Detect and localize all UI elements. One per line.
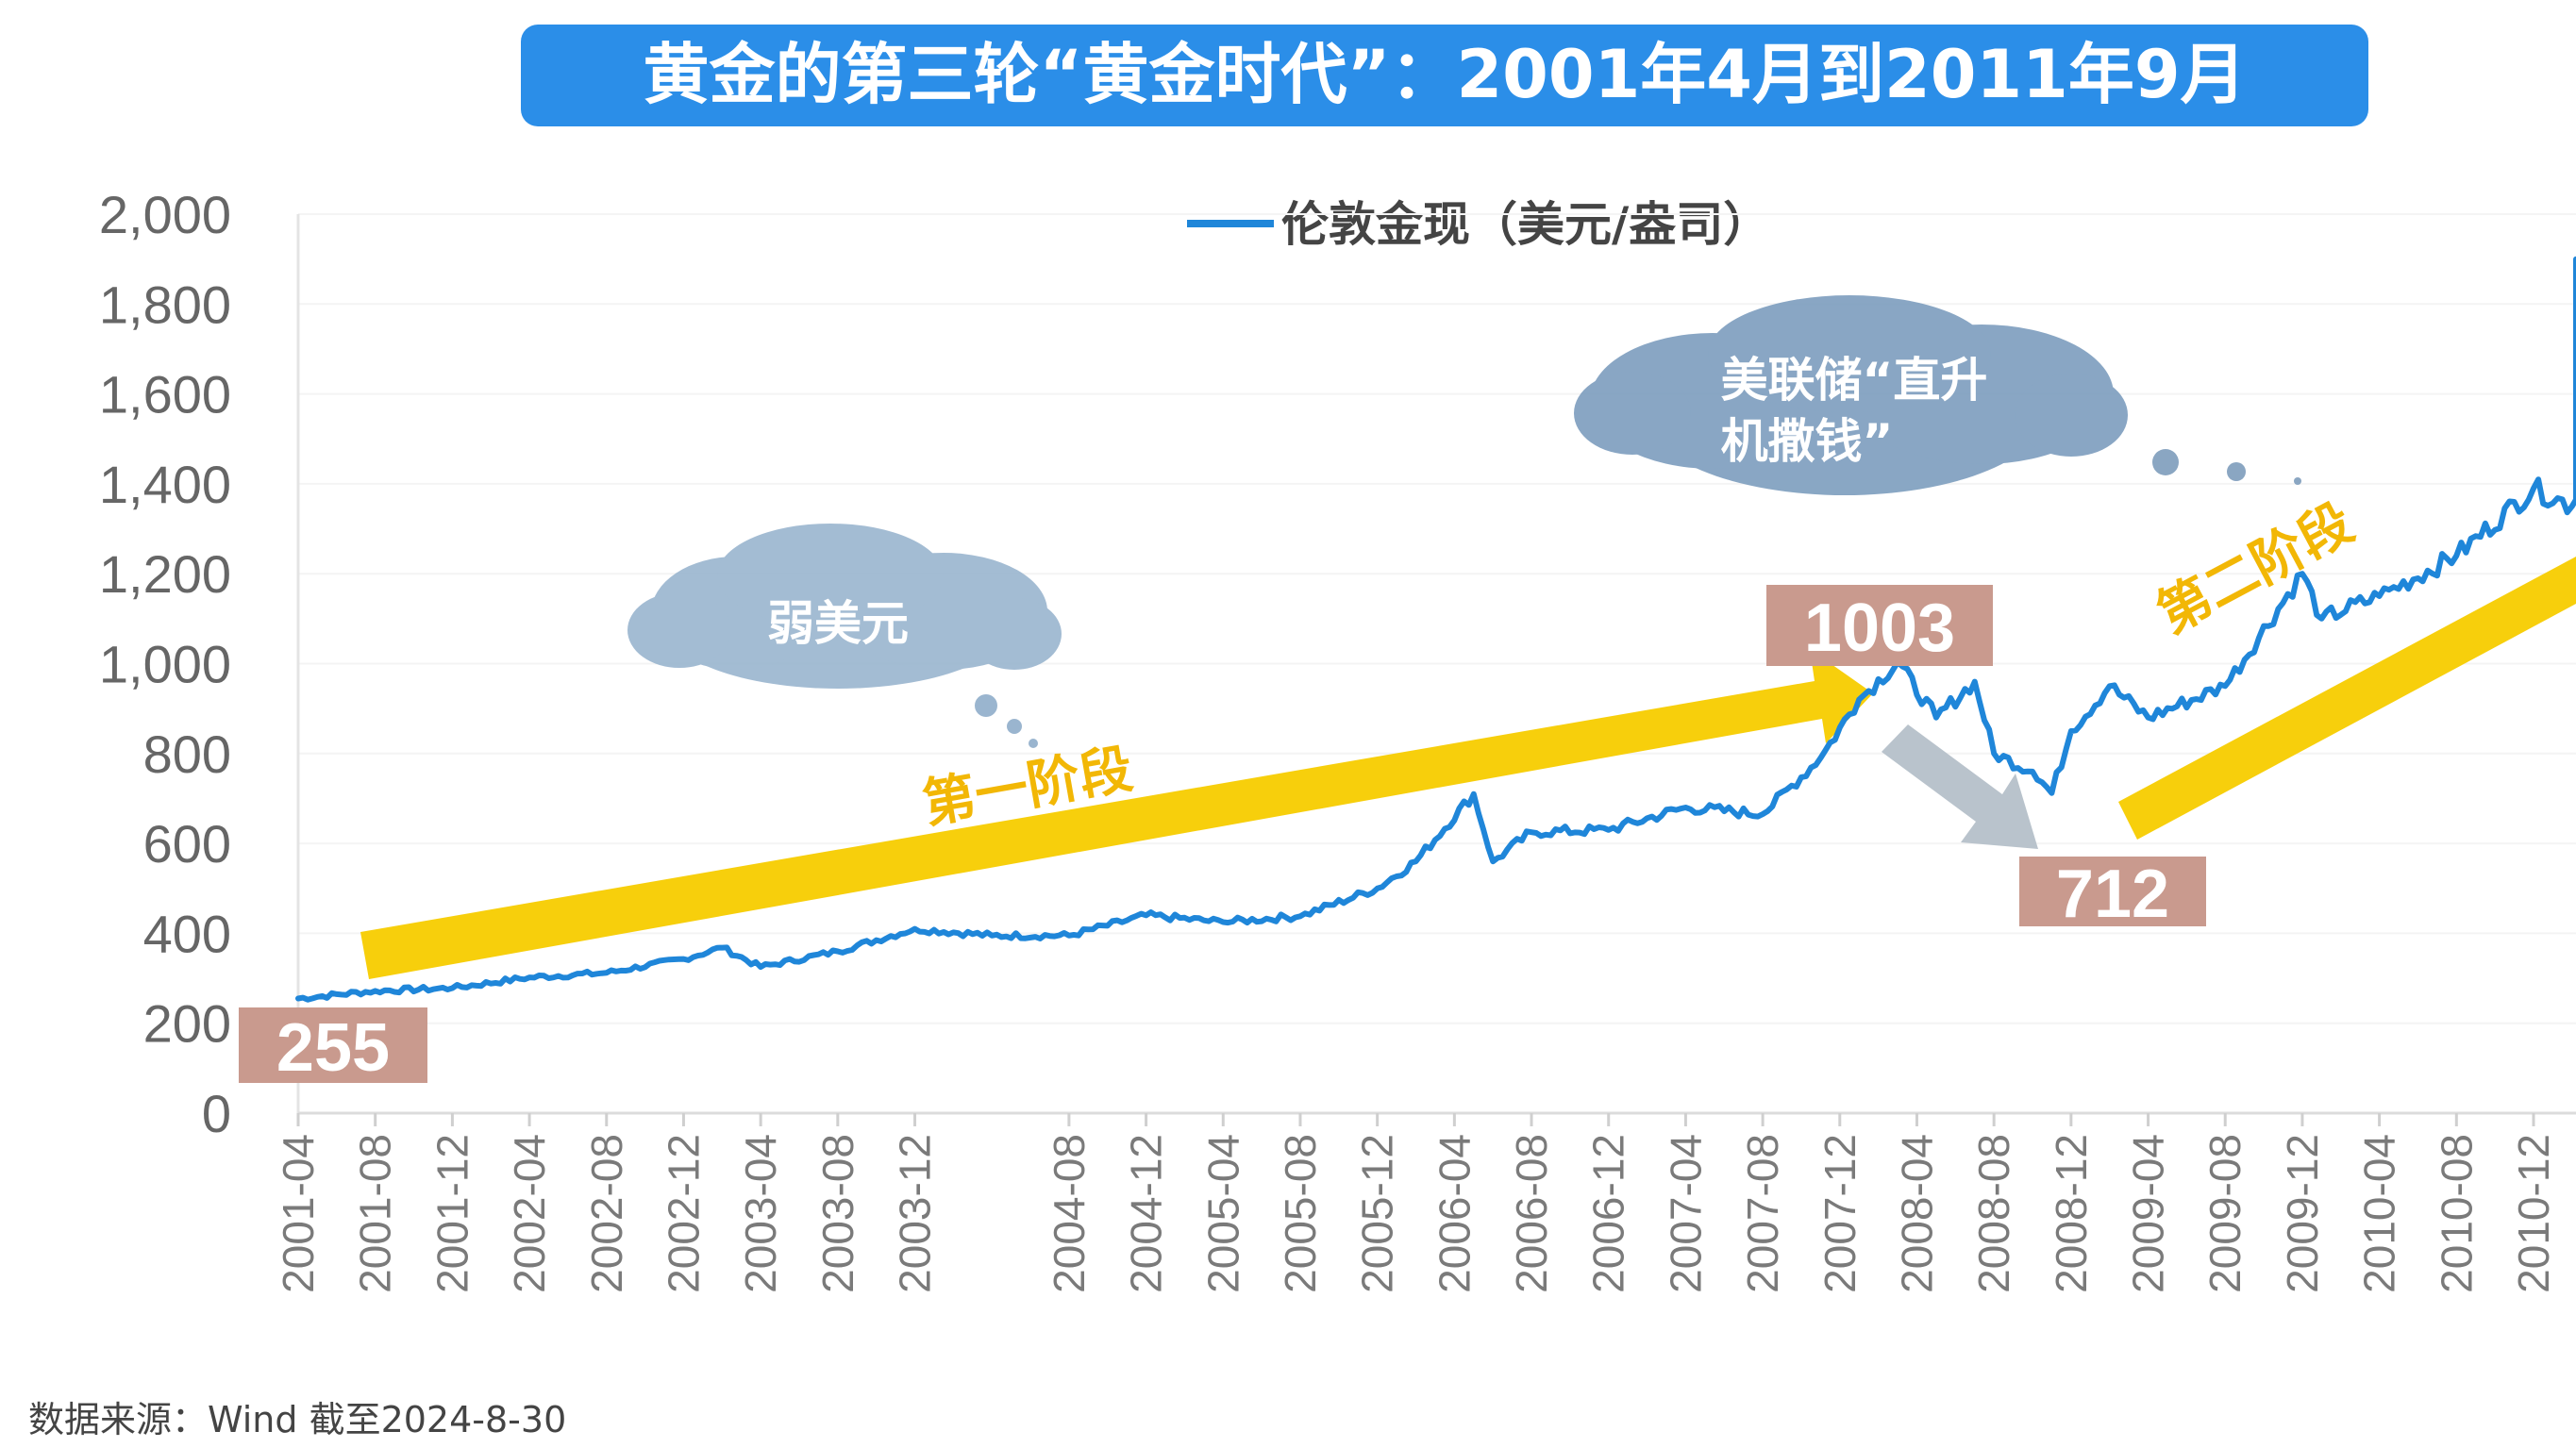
title-banner: 黄金的第三轮“黄金时代”：2001年4月到2011年9月 (521, 25, 2368, 126)
x-tick-label: 2009-12 (2278, 1134, 2327, 1293)
cloud-dot (975, 694, 997, 717)
y-tick-label: 1,600 (99, 365, 231, 424)
x-tick-label: 2010-12 (2509, 1134, 2558, 1293)
x-tick-label: 2003-12 (891, 1134, 940, 1293)
phase-two-label: 第二阶段 (2148, 492, 2363, 646)
badge-peak-bg (1766, 585, 1993, 666)
y-tick-label: 600 (143, 814, 231, 874)
title-background (521, 25, 2368, 126)
watermark: 豆包AI生成 (2242, 1335, 2495, 1391)
cloud-dot (2294, 477, 2301, 485)
x-tick-label: 2007-12 (1815, 1134, 1865, 1293)
x-tick-label: 2003-08 (813, 1134, 862, 1293)
y-tick-label: 1,400 (99, 455, 231, 514)
x-tick-label: 2009-08 (2200, 1134, 2250, 1293)
legend: 伦敦金现（美元/盎司） (1187, 197, 1770, 252)
y-tick-label: 400 (143, 904, 231, 963)
cloud-dot (2152, 449, 2179, 475)
x-tick-label: 2001-04 (274, 1134, 323, 1293)
x-tick-label: 2005-04 (1198, 1134, 1247, 1293)
x-tick-label: 2008-12 (2047, 1134, 2096, 1293)
decline-arrow (1882, 724, 2038, 849)
phase-two-arrow (2118, 557, 2576, 840)
y-tick-label: 800 (143, 724, 231, 784)
cloud-weak-dollar: 弱美元 (627, 524, 1062, 748)
y-tick-label: 0 (202, 1084, 231, 1143)
y-axis-ticks: 0 200 400 600 800 1,000 1,200 1,400 1,600 1,800 2,… (99, 185, 231, 1143)
cloud-fed-text-line1: 美联储“直升 (1721, 353, 1988, 408)
x-tick-label: 2006-08 (1507, 1134, 1556, 1293)
phase-one-arrow-shape (360, 649, 1873, 979)
cloud-fed-text-line2: 机撒钱” (1721, 414, 1894, 469)
badge-peak: 1003 (1766, 585, 1993, 666)
badge-peak-value: 1003 (1804, 591, 1955, 666)
x-tick-label: 2006-12 (1584, 1134, 1633, 1293)
series-london-gold (295, 256, 2576, 1003)
x-tick-label: 2002-12 (659, 1134, 708, 1293)
badge-trough-value: 712 (2056, 857, 2169, 932)
x-tick-label: 2009-04 (2124, 1134, 2173, 1293)
cloud-dot (1007, 719, 1022, 734)
x-tick-label: 2007-08 (1738, 1134, 1787, 1293)
badge-start-bg (239, 1007, 427, 1083)
x-tick-label: 2008-08 (1969, 1134, 2018, 1293)
x-tick-label: 2007-04 (1661, 1134, 1710, 1293)
chart-title: 黄金的第三轮“黄金时代”：2001年4月到2011年9月 (643, 36, 2246, 113)
y-tick-label: 200 (143, 994, 231, 1054)
cloud-fed-helicopter: 美联储“直升 机撒钱” (1574, 295, 2301, 495)
cloud-weak-dollar-text: 弱美元 (767, 596, 909, 651)
x-tick-label: 2002-04 (505, 1134, 554, 1293)
cloud-dot (2227, 462, 2246, 481)
badge-trough: 712 (2019, 857, 2206, 932)
x-tick-label: 2005-08 (1276, 1134, 1325, 1293)
data-source: 数据来源：Wind 截至2024-8-30 (28, 1399, 566, 1440)
legend-label: 伦敦金现（美元/盎司） (1281, 197, 1770, 252)
y-tick-label: 1,200 (99, 544, 231, 604)
badge-start: 255 (239, 1007, 427, 1086)
cloud-dot (1029, 739, 1038, 748)
phase-one-arrow (360, 649, 1873, 979)
x-tick-label: 2003-04 (736, 1134, 785, 1293)
y-tick-label: 1,000 (99, 635, 231, 694)
y-tick-label: 1,800 (99, 275, 231, 334)
decline-arrow-shape (1882, 724, 2038, 849)
phase-two-arrow-shape (2118, 557, 2576, 840)
x-tick-label: 2004-08 (1045, 1134, 1094, 1293)
x-tick-label: 2008-04 (1892, 1134, 1941, 1293)
x-tick-label: 2001-12 (427, 1134, 477, 1293)
badge-start-value: 255 (276, 1010, 390, 1086)
x-tick-label: 2010-08 (2432, 1134, 2481, 1293)
badge-trough-bg (2019, 857, 2206, 926)
y-tick-label: 2,000 (99, 185, 231, 244)
x-tick-label: 2006-04 (1430, 1134, 1479, 1293)
x-tick-label: 2010-04 (2355, 1134, 2404, 1293)
x-tick-label: 2001-08 (351, 1134, 400, 1293)
x-tick-label: 2002-08 (582, 1134, 631, 1293)
x-axis-ticks: 2001-04 2001-08 2001-12 2002-04 2002-08 2002-… (274, 1113, 2558, 1293)
gold-price-line (295, 256, 2576, 1003)
x-tick-label: 2004-12 (1122, 1134, 1171, 1293)
x-tick-label: 2005-12 (1353, 1134, 1402, 1293)
